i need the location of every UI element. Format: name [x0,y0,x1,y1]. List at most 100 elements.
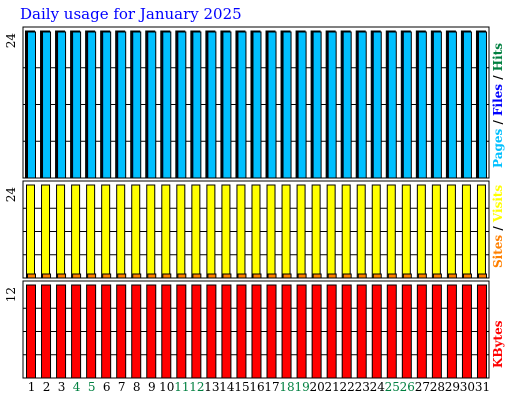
bar-visits [281,184,291,279]
side-label-pages: Pages [491,128,505,168]
bar-sites [177,273,187,279]
bar-sites [87,273,97,279]
bar-pages [177,31,187,179]
bar-pages [57,31,67,179]
bar-sites [192,273,202,279]
bar-sites [102,273,112,279]
bar-sites [282,273,292,279]
bar-visits [191,184,201,279]
bar-pages [162,31,172,179]
bar-pages [327,31,337,179]
x-tick-label: 11 [174,380,189,394]
bar-sites [297,273,307,279]
x-tick-label: 7 [118,380,126,394]
bar-visits [116,184,126,279]
bar-kbytes [101,284,112,379]
bar-kbytes [266,284,277,379]
x-tick-label: 3 [58,380,66,394]
bar-visits [326,184,336,279]
bar-pages [102,31,112,179]
bar-visits [251,184,261,279]
bar-visits [41,184,51,279]
bar-kbytes [26,284,36,379]
bar-pages [297,31,307,179]
x-tick-label: 28 [430,380,445,394]
bar-sites [342,273,352,279]
bar-sites [357,273,367,279]
x-tick-label: 6 [103,380,111,394]
bar-sites [432,273,442,279]
bar-kbytes [86,284,97,379]
bar-pages [357,31,367,179]
bar-sites [252,273,262,279]
bar-visits [356,184,366,279]
bar-sites [57,273,67,279]
bar-pages [312,31,322,179]
x-tick-label: 5 [88,380,96,394]
chart-title: Daily usage for January 2025 [20,5,242,23]
bar-pages [282,31,292,179]
bar-pages [417,31,427,179]
bar-sites [462,273,472,279]
side-label-sep: / [491,71,505,84]
bar-kbytes [146,284,157,379]
bar-sites [72,273,82,279]
bar-visits [446,184,456,279]
panel-pages-files-hits: 24 Pages / Files / Hits [4,26,505,179]
bar-sites [327,273,337,279]
y-max-label: 12 [4,287,18,302]
x-tick-label: 29 [445,380,460,394]
bar-visits [431,184,441,279]
bar-sites [132,273,142,279]
panel-sites-visits: 24 Sites / Visits [4,180,505,279]
bar-sites [42,273,52,279]
bar-sites [207,273,217,279]
bar-pages [372,31,382,179]
bar-sites [447,273,457,279]
bar-kbytes [41,284,52,379]
bar-kbytes [461,284,472,379]
bar-visits [206,184,216,279]
bar-sites [402,273,412,279]
bar-visits [161,184,171,279]
bar-pages [252,31,262,179]
bar-visits [146,184,156,279]
bar-visits [131,184,141,279]
bar-pages [147,31,157,179]
bar-pages [207,31,217,179]
x-tick-label: 9 [148,380,156,394]
bar-pages [27,31,36,179]
x-tick-label: 23 [355,380,370,394]
side-label-visits: Visits [491,185,505,224]
bar-kbytes [446,284,457,379]
bar-kbytes [431,284,442,379]
bar-pages [117,31,127,179]
bar-sites [417,273,427,279]
bar-visits [56,184,66,279]
side-label: Pages / Files / Hits [491,43,505,168]
side-label: Sites / Visits [491,185,505,268]
x-tick-label: 13 [204,380,219,394]
bar-kbytes [386,284,397,379]
x-tick-label: 16 [249,380,264,394]
bar-kbytes [116,284,127,379]
x-tick-label: 10 [159,380,174,394]
bar-kbytes [131,284,142,379]
bar-visits [311,184,321,279]
bar-pages [267,31,277,179]
bar-pages [462,31,472,179]
y-max-label: 24 [4,187,18,203]
side-label-files: Files [491,84,505,116]
bar-pages [237,31,247,179]
side-label-sep: / [491,222,505,235]
bar-sites [222,273,232,279]
bar-visits [176,184,186,279]
x-tick-label: 1 [28,380,36,394]
x-tick-label: 12 [189,380,204,394]
x-tick-label: 24 [370,380,386,394]
side-label-kbytes: KBytes [491,320,505,368]
x-tick-label: 20 [309,380,324,394]
bar-kbytes [191,284,202,379]
bar-visits [221,184,231,279]
